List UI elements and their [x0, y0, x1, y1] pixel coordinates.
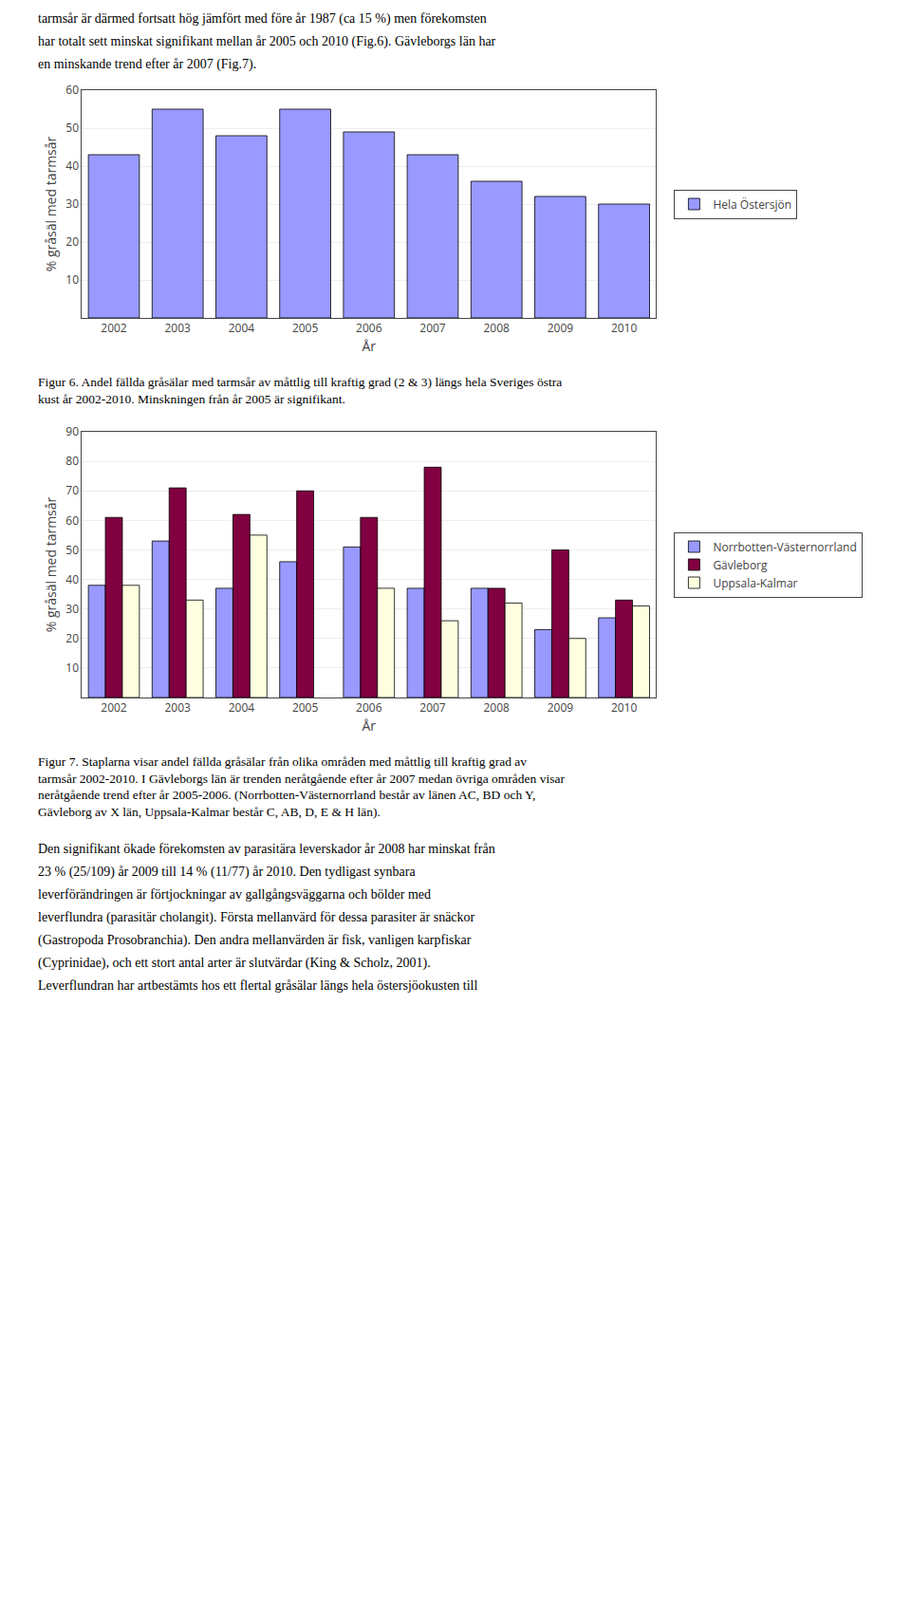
svg-text:Den signifikant ökade förekoms: Den signifikant ökade förekomsten av par…	[37, 841, 496, 856]
svg-text:2006: 2006	[355, 319, 383, 336]
svg-text:År: År	[362, 716, 377, 735]
svg-text:(Gastropoda Prosobranchia). De: (Gastropoda Prosobranchia). Den andra me…	[37, 932, 472, 949]
svg-text:2005: 2005	[292, 319, 319, 336]
svg-text:Hela Östersjön: Hela Östersjön	[712, 196, 792, 213]
svg-text:År: År	[362, 336, 377, 355]
svg-text:30: 30	[65, 195, 79, 212]
svg-text:80: 80	[65, 452, 79, 469]
svg-text:% gråsäl med tarmsår: % gråsäl med tarmsår	[41, 496, 60, 633]
svg-text:Figur 7. Staplarna visar andel: Figur 7. Staplarna visar andel fällda gr…	[37, 754, 565, 819]
svg-text:60: 60	[65, 81, 79, 98]
svg-text:2007: 2007	[419, 319, 447, 336]
svg-text:2004: 2004	[228, 699, 256, 716]
svg-text:Gävleborg: Gävleborg	[712, 557, 768, 574]
svg-text:2005: 2005	[292, 699, 319, 716]
svg-text:leverförändringen är förtjockn: leverförändringen är förtjockningar av g…	[37, 887, 431, 902]
svg-text:50: 50	[65, 119, 79, 136]
svg-text:20: 20	[65, 233, 79, 250]
svg-text:2010: 2010	[611, 699, 638, 716]
svg-text:2003: 2003	[164, 699, 191, 716]
svg-text:2006: 2006	[355, 699, 383, 716]
svg-text:Leverflundran har artbestämts: Leverflundran har artbestämts hos ett fl…	[37, 978, 479, 993]
svg-text:(Cyprinidae), och ett stort an: (Cyprinidae), och ett stort antal arter …	[37, 955, 431, 971]
svg-text:2009: 2009	[547, 699, 575, 716]
svg-text:2010: 2010	[611, 319, 638, 336]
svg-text:2003: 2003	[164, 319, 191, 336]
svg-text:23 % (25/109) år 2009 till 14: 23 % (25/109) år 2009 till 14 % (11/77) …	[37, 864, 416, 880]
svg-text:70: 70	[65, 482, 79, 499]
svg-text:10: 10	[65, 659, 79, 676]
svg-text:leverflundra (parasitär cholan: leverflundra (parasitär cholangit). Förs…	[37, 910, 476, 926]
svg-text:30: 30	[65, 600, 79, 617]
svg-text:har totalt sett minskat signif: har totalt sett minskat signifikant mell…	[37, 34, 497, 50]
svg-text:2008: 2008	[483, 319, 510, 336]
svg-text:2009: 2009	[547, 319, 575, 336]
svg-text:Uppsala-Kalmar: Uppsala-Kalmar	[712, 575, 798, 592]
svg-text:Norrbotten-Västernorrland: Norrbotten-Västernorrland	[712, 539, 856, 556]
svg-text:20: 20	[65, 630, 79, 647]
svg-text:2004: 2004	[228, 319, 256, 336]
svg-text:2008: 2008	[483, 699, 510, 716]
svg-text:en minskande trend efter år 20: en minskande trend efter år 2007 (Fig.7)…	[37, 56, 257, 73]
svg-text:tarmsår är därmed fortsatt hög: tarmsår är därmed fortsatt hög jämfört m…	[37, 11, 487, 27]
svg-text:60: 60	[65, 512, 79, 529]
svg-text:2007: 2007	[419, 699, 447, 716]
svg-text:90: 90	[65, 423, 79, 440]
svg-text:50: 50	[65, 541, 79, 558]
svg-text:40: 40	[65, 157, 79, 174]
svg-text:Figur 6. Andel fällda gråsälar: Figur 6. Andel fällda gråsälar med tarms…	[37, 374, 562, 407]
svg-text:2002: 2002	[100, 699, 128, 716]
svg-text:2002: 2002	[100, 319, 128, 336]
svg-text:10: 10	[65, 271, 79, 288]
svg-text:% gråsäl med tarmsår: % gråsäl med tarmsår	[41, 135, 60, 272]
svg-text:40: 40	[65, 571, 79, 588]
